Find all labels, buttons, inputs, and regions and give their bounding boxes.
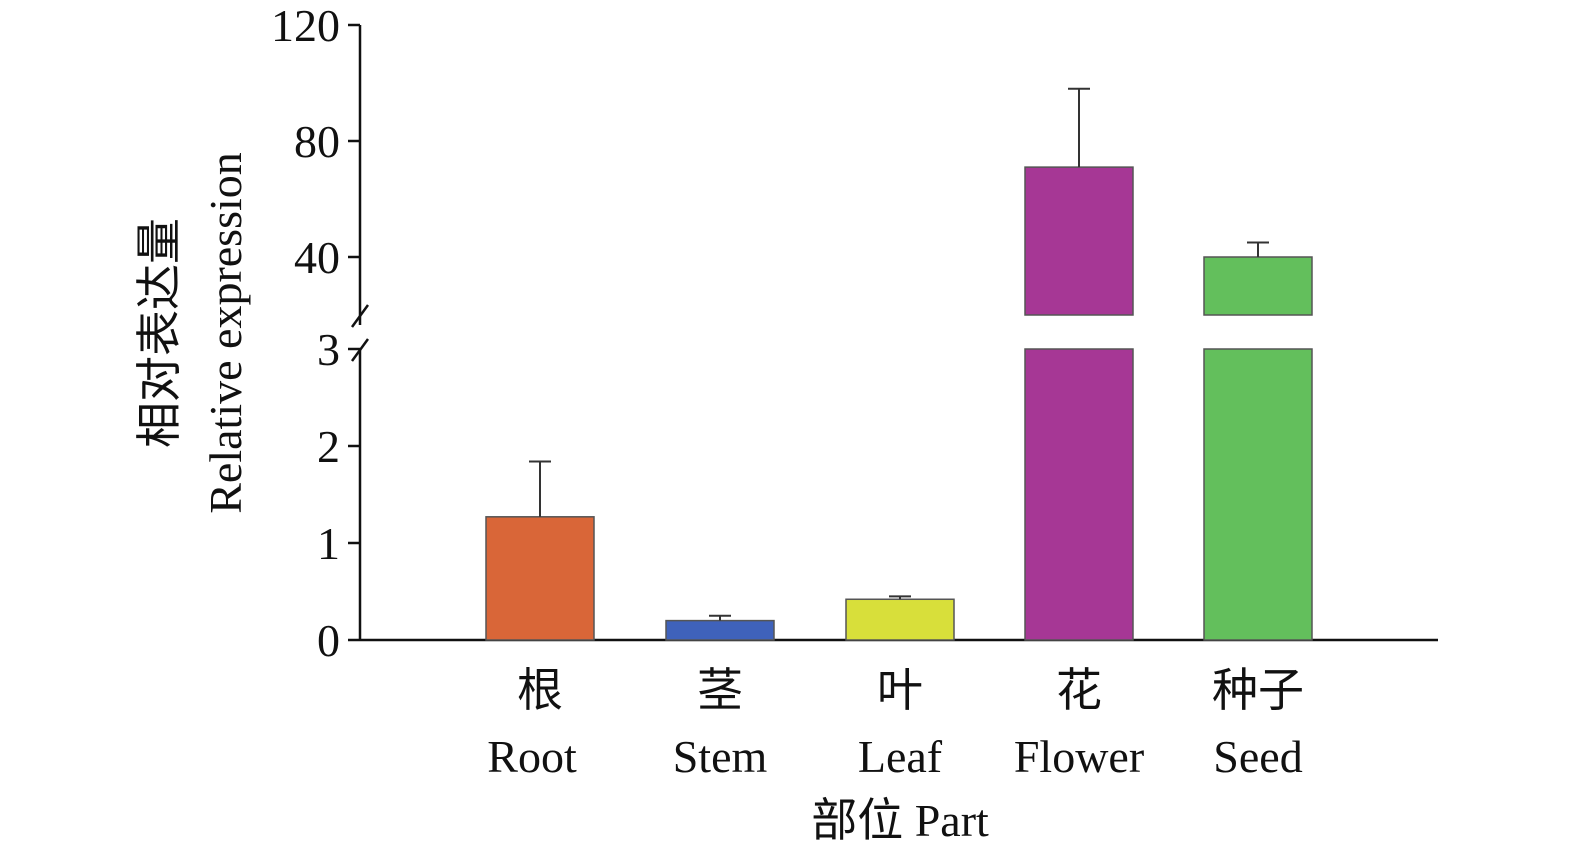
bar bbox=[665, 619, 775, 641]
category-label-en: Stem bbox=[673, 731, 768, 782]
x-axis-title: 部位 Part bbox=[811, 795, 989, 846]
category-label-zh: 叶 bbox=[877, 665, 923, 716]
y-tick-label: 0 bbox=[317, 615, 340, 666]
bar-lower-part bbox=[1024, 348, 1134, 641]
y-tick-label: 40 bbox=[294, 232, 340, 283]
y-tick-label: 80 bbox=[294, 116, 340, 167]
y-tick-label: 2 bbox=[317, 421, 340, 472]
category-label-en: Seed bbox=[1213, 731, 1302, 782]
category-label-zh: 根 bbox=[517, 665, 563, 716]
y-tick-label: 120 bbox=[271, 0, 340, 51]
category-label-en: Root bbox=[487, 731, 577, 782]
y-ticks: 0 1 2 3 40 80 120 bbox=[271, 0, 360, 666]
y-axis-title-en: Relative expression bbox=[200, 152, 251, 514]
bar bbox=[485, 516, 595, 641]
y-tick-label: 3 bbox=[317, 324, 340, 375]
category-label-zh: 花 bbox=[1056, 665, 1102, 716]
y-axis-title: 相对表达量 Relative expression bbox=[134, 152, 251, 514]
y-axis-title-zh: 相对表达量 bbox=[134, 218, 185, 448]
category-labels: 根 Root 茎 Stem 叶 Leaf 花 Flower 种子 Seed bbox=[487, 665, 1304, 782]
bar bbox=[845, 598, 955, 641]
category-label-en: Leaf bbox=[858, 731, 943, 782]
category-label-zh: 种子 bbox=[1212, 665, 1304, 716]
category-label-en: Flower bbox=[1014, 731, 1144, 782]
bar-upper-part bbox=[1024, 166, 1134, 316]
category-label-zh: 茎 bbox=[697, 665, 743, 716]
bar-lower-part bbox=[1203, 348, 1313, 641]
axis-break-mark-upper bbox=[350, 304, 370, 328]
bar-upper-part bbox=[1203, 256, 1313, 316]
y-tick-label: 1 bbox=[317, 518, 340, 569]
bars bbox=[485, 87, 1313, 641]
